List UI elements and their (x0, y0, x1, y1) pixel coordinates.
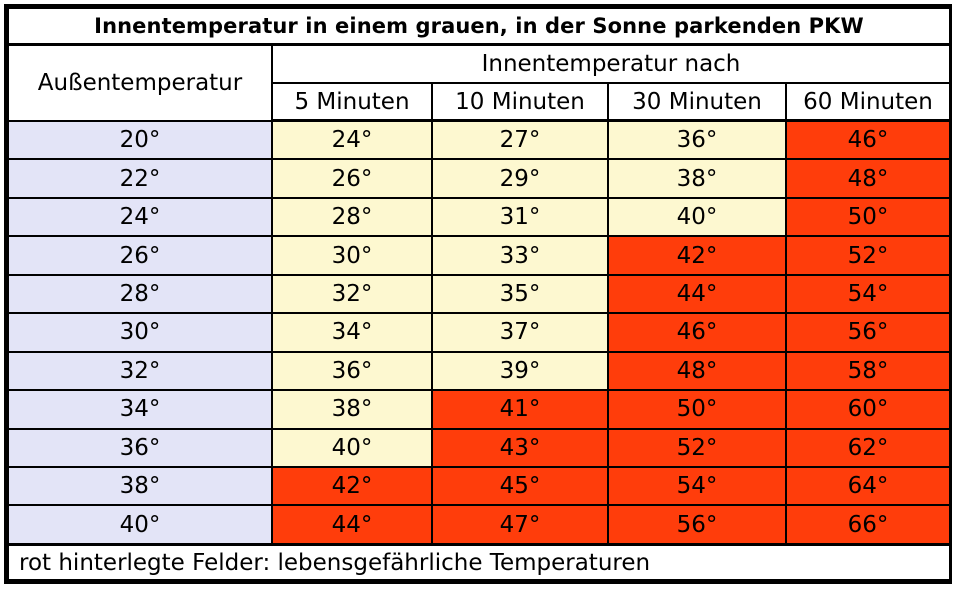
inside-temperature-cell: 41° (431, 389, 609, 430)
inside-temperature-cell: 38° (607, 158, 787, 199)
outside-temperature-cell: 34° (7, 389, 273, 430)
outside-temperature-cell: 38° (7, 465, 273, 507)
inside-temperature-cell: 31° (431, 196, 609, 238)
outside-temperature-cell: 40° (7, 504, 273, 546)
temperature-table-frame: Innentemperatur in einem grauen, in der … (4, 4, 952, 584)
outside-temperature-cell: 24° (7, 196, 273, 238)
table-row: 40° 44° 47° 56° 66° (7, 504, 951, 546)
inside-temperature-cell: 44° (271, 504, 433, 546)
outside-temperature-cell: 20° (7, 119, 273, 161)
inside-temperature-cell: 40° (607, 196, 787, 238)
outside-temperature-header: Außentemperatur (7, 43, 273, 122)
inside-temperature-cell: 54° (607, 465, 787, 507)
inside-temperature-cell: 45° (431, 465, 609, 507)
inside-temperature-cell: 33° (431, 235, 609, 276)
table-row: 26° 30° 33° 42° 52° (7, 235, 951, 276)
inside-temperature-cell: 52° (607, 427, 787, 468)
outside-temperature-cell: 36° (7, 427, 273, 468)
outside-temperature-cell: 30° (7, 312, 273, 353)
table-row: 34° 38° 41° 50° 60° (7, 389, 951, 430)
inside-temperature-group-header: Innentemperatur nach (271, 43, 951, 84)
table-row: 22° 26° 29° 38° 48° (7, 158, 951, 199)
inside-temperature-cell: 42° (607, 235, 787, 276)
time-header-5: 5 Minuten (271, 82, 433, 122)
inside-temperature-cell: 30° (271, 235, 433, 276)
inside-temperature-cell: 36° (271, 350, 433, 392)
outside-temperature-cell: 22° (7, 158, 273, 199)
inside-temperature-cell: 48° (785, 158, 951, 199)
inside-temperature-cell: 29° (431, 158, 609, 199)
table-row: 32° 36° 39° 48° 58° (7, 350, 951, 392)
inside-temperature-cell: 46° (785, 119, 951, 161)
inside-temperature-cell: 47° (431, 504, 609, 546)
inside-temperature-cell: 26° (271, 158, 433, 199)
outside-temperature-cell: 28° (7, 273, 273, 315)
inside-temperature-cell: 60° (785, 389, 951, 430)
inside-temperature-cell: 35° (431, 273, 609, 315)
inside-temperature-cell: 50° (607, 389, 787, 430)
inside-temperature-cell: 58° (785, 350, 951, 392)
time-header-60: 60 Minuten (785, 82, 951, 122)
inside-temperature-cell: 43° (431, 427, 609, 468)
table-row: 30° 34° 37° 46° 56° (7, 312, 951, 353)
inside-temperature-cell: 50° (785, 196, 951, 238)
inside-temperature-cell: 62° (785, 427, 951, 468)
inside-temperature-cell: 54° (785, 273, 951, 315)
legend-note: rot hinterlegte Felder: lebensgefährlich… (7, 543, 951, 581)
table-row: 28° 32° 35° 44° 54° (7, 273, 951, 315)
temperature-table: Innentemperatur in einem grauen, in der … (7, 7, 951, 581)
inside-temperature-cell: 39° (431, 350, 609, 392)
inside-temperature-cell: 64° (785, 465, 951, 507)
table-row: 20° 24° 27° 36° 46° (7, 119, 951, 161)
outside-temperature-cell: 26° (7, 235, 273, 276)
inside-temperature-cell: 42° (271, 465, 433, 507)
inside-temperature-cell: 27° (431, 119, 609, 161)
inside-temperature-cell: 40° (271, 427, 433, 468)
time-header-30: 30 Minuten (607, 82, 787, 122)
inside-temperature-cell: 44° (607, 273, 787, 315)
table-row: 36° 40° 43° 52° 62° (7, 427, 951, 468)
inside-temperature-cell: 56° (785, 312, 951, 353)
table-title: Innentemperatur in einem grauen, in der … (7, 7, 951, 46)
inside-temperature-cell: 56° (607, 504, 787, 546)
inside-temperature-cell: 36° (607, 119, 787, 161)
inside-temperature-cell: 24° (271, 119, 433, 161)
inside-temperature-cell: 48° (607, 350, 787, 392)
time-header-10: 10 Minuten (431, 82, 609, 122)
table-row: 38° 42° 45° 54° 64° (7, 465, 951, 507)
inside-temperature-cell: 52° (785, 235, 951, 276)
inside-temperature-cell: 46° (607, 312, 787, 353)
inside-temperature-cell: 34° (271, 312, 433, 353)
inside-temperature-cell: 37° (431, 312, 609, 353)
inside-temperature-cell: 38° (271, 389, 433, 430)
outside-temperature-cell: 32° (7, 350, 273, 392)
inside-temperature-cell: 66° (785, 504, 951, 546)
table-row: 24° 28° 31° 40° 50° (7, 196, 951, 238)
inside-temperature-cell: 28° (271, 196, 433, 238)
inside-temperature-cell: 32° (271, 273, 433, 315)
